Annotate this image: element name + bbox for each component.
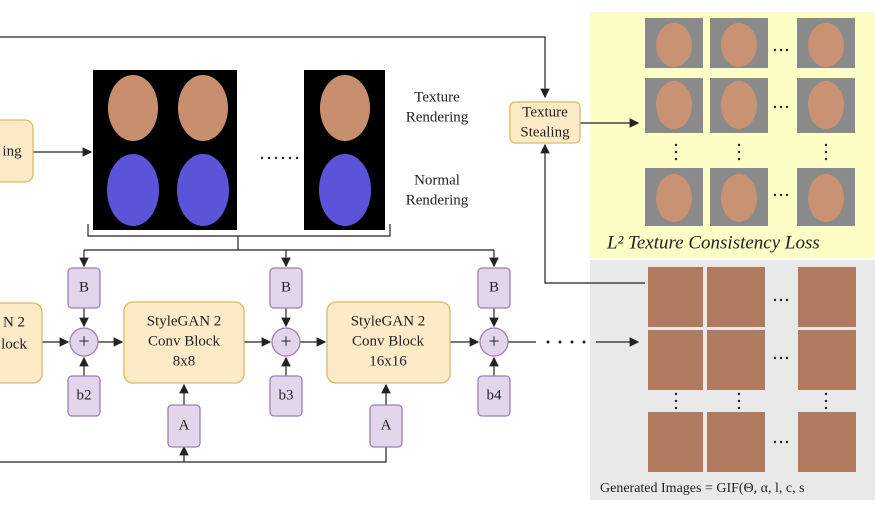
texture-stealing-label: Stealing bbox=[520, 124, 570, 140]
texture-rendering-label: Texture bbox=[414, 89, 460, 105]
render-images bbox=[93, 70, 385, 230]
normal-rendering-label: Normal bbox=[414, 172, 460, 188]
a-box-label: A bbox=[381, 417, 392, 433]
plus-operator: + bbox=[78, 331, 89, 353]
small-boxes bbox=[67, 267, 511, 448]
connectors bbox=[0, 36, 645, 463]
ellipsis-dots bbox=[260, 48, 828, 444]
texture-stealing-label: Texture bbox=[522, 104, 568, 120]
normal-rendering-label: Rendering bbox=[406, 192, 469, 208]
block-8-box bbox=[123, 301, 245, 384]
block-label: StyleGAN 2 bbox=[351, 313, 426, 329]
texture-rendering-label: Rendering bbox=[406, 109, 469, 125]
texture-stealing-box bbox=[509, 101, 581, 144]
left-block-box bbox=[0, 302, 43, 384]
block-label: 8x8 bbox=[173, 353, 196, 369]
a-box-label: A bbox=[179, 417, 190, 433]
box-label: ing bbox=[2, 143, 22, 159]
block-label: N 2 bbox=[3, 314, 25, 330]
block-label: lock bbox=[1, 336, 27, 352]
block-label: Conv Block bbox=[352, 333, 425, 349]
block-label: Conv Block bbox=[148, 333, 221, 349]
loss-faces-skin bbox=[656, 23, 844, 222]
generated-label: Generated Images = GIF(Θ, α, l, c, s bbox=[600, 481, 805, 496]
rendering-box bbox=[0, 119, 34, 183]
plus-operator: + bbox=[488, 331, 499, 353]
block-label: StyleGAN 2 bbox=[147, 313, 222, 329]
block-label: 16x16 bbox=[369, 353, 407, 369]
plus-operator: + bbox=[280, 331, 291, 353]
loss-label: L² Texture Consistency Loss bbox=[606, 232, 820, 253]
generated-faces bbox=[648, 267, 856, 472]
bias-label: b4 bbox=[487, 387, 503, 403]
bias-label: b3 bbox=[279, 387, 294, 403]
b-box-label: B bbox=[489, 279, 499, 295]
block-16-box bbox=[326, 301, 451, 384]
b-box-label: B bbox=[281, 279, 291, 295]
bias-label: b2 bbox=[77, 387, 92, 403]
b-box-label: B bbox=[79, 279, 89, 295]
